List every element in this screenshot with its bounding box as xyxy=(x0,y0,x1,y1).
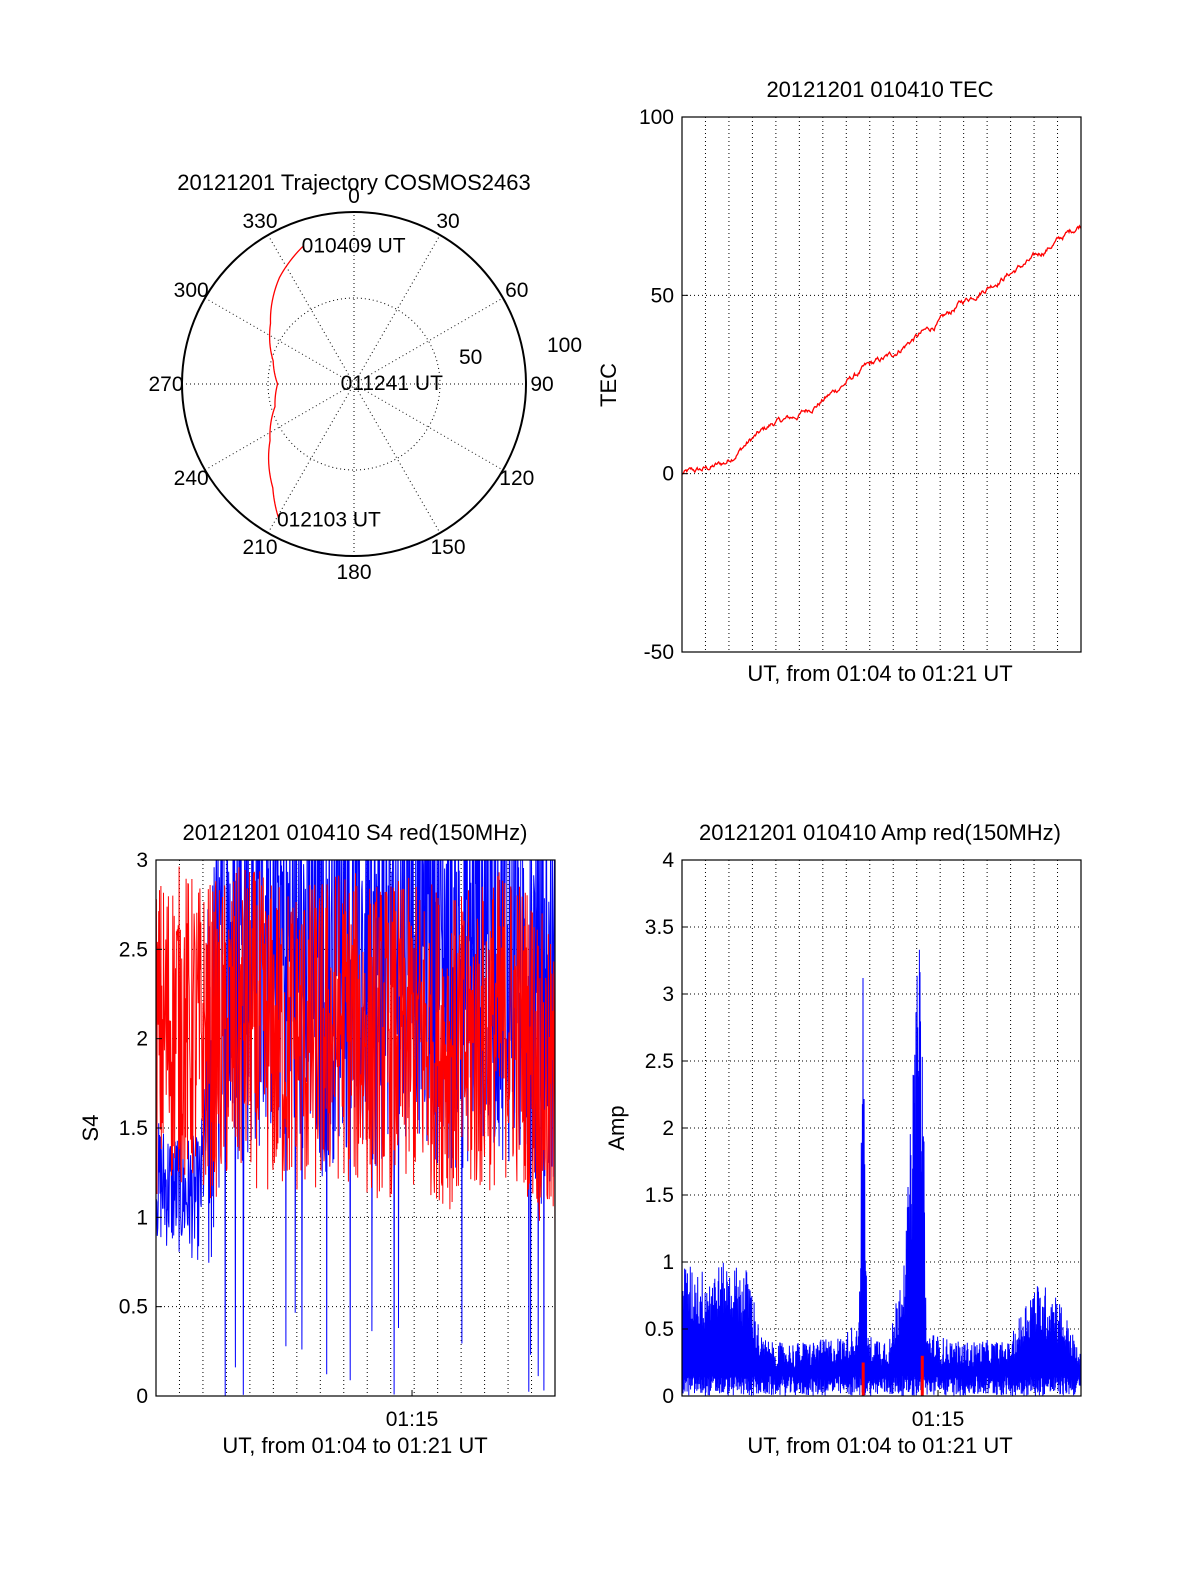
tec-grid xyxy=(682,116,1081,653)
polar-angle-label: 180 xyxy=(336,561,371,584)
amp-ytick-label: 2 xyxy=(662,1117,674,1140)
amp-y-axis-label: Amp xyxy=(604,1105,629,1150)
amp-ytick-label: 3 xyxy=(662,983,674,1006)
amp-ytick-label: 0.5 xyxy=(645,1318,674,1341)
s4-chart: 20121201 010410 S4 red(150MHz) 0 0.5 1 1.5 2… xyxy=(78,820,556,1458)
tec-chart: 20121201 010410 TEC -50 0 50 100 TEC UT, fr… xyxy=(596,77,1082,686)
trajectory-line xyxy=(267,245,305,520)
s4-title: 20121201 010410 S4 red(150MHz) xyxy=(183,820,528,845)
polar-angle-label: 60 xyxy=(505,279,528,302)
s4-y-ticks: 0 0.5 1 1.5 2 2.5 3 xyxy=(119,849,162,1408)
polar-angle-label: 330 xyxy=(242,210,277,233)
s4-ytick-label: 1 xyxy=(136,1206,148,1229)
s4-y-axis-label: S4 xyxy=(78,1115,103,1142)
s4-x-ticks: 01:15 xyxy=(386,1390,439,1431)
polar-angle-label: 150 xyxy=(430,536,465,559)
s4-x-axis-label: UT, from 01:04 to 01:21 UT xyxy=(222,1433,487,1458)
s4-ytick-label: 2.5 xyxy=(119,938,148,961)
amp-ytick-label: 0 xyxy=(662,1385,674,1408)
s4-ytick-label: 3 xyxy=(136,849,148,872)
tec-title: 20121201 010410 TEC xyxy=(766,77,993,102)
amp-ytick-label: 1 xyxy=(662,1251,674,1274)
tec-y-axis-label: TEC xyxy=(596,363,621,407)
polar-inner-ring xyxy=(267,297,441,471)
tec-ytick-label: 100 xyxy=(639,106,674,129)
polar-angle-label: 240 xyxy=(174,467,209,490)
polar-radial-label-50: 50 xyxy=(459,346,482,369)
amp-ytick-label: 4 xyxy=(662,849,674,872)
polar-angle-label: 300 xyxy=(174,279,209,302)
tec-ytick-label: 0 xyxy=(662,463,674,486)
polar-spoke xyxy=(267,234,441,534)
s4-ytick-label: 1.5 xyxy=(119,1117,148,1140)
polar-angle-labels: 0 30 60 90 120 150 180 210 240 270 300 330 xyxy=(148,185,553,584)
amp-xtick-label: 01:15 xyxy=(912,1408,965,1431)
s4-xtick-label: 01:15 xyxy=(386,1408,439,1431)
polar-angle-label: 0 xyxy=(348,185,360,208)
amp-x-ticks: 01:15 xyxy=(912,1390,965,1431)
tec-frame xyxy=(681,116,1082,653)
polar-annotations: 010409 UT 011241 UT 012103 UT xyxy=(277,235,443,532)
s4-ytick-label: 2 xyxy=(136,1028,148,1051)
polar-annotation: 012103 UT xyxy=(277,508,381,531)
polar-spokes xyxy=(182,212,526,556)
polar-annotation: 010409 UT xyxy=(302,235,406,258)
tec-ytick-label: 50 xyxy=(651,284,674,307)
polar-title: 20121201 Trajectory COSMOS2463 xyxy=(177,170,530,195)
s4-ytick-label: 0.5 xyxy=(119,1296,148,1319)
tec-ytick-label: -50 xyxy=(644,641,674,664)
amp-ytick-label: 1.5 xyxy=(645,1184,674,1207)
tec-series-line xyxy=(681,224,1082,475)
amp-y-ticks: 0 0.5 1 1.5 2 2.5 3 3.5 4 xyxy=(645,849,688,1408)
polar-chart: 20121201 Trajectory COSMOS2463 0 30 60 90 12… xyxy=(148,170,582,584)
tec-x-axis-label: UT, from 01:04 to 01:21 UT xyxy=(747,661,1012,686)
amp-ytick-label: 2.5 xyxy=(645,1050,674,1073)
polar-radial-label-100: 100 xyxy=(547,334,582,357)
amp-x-axis-label: UT, from 01:04 to 01:21 UT xyxy=(747,1433,1012,1458)
tec-y-ticks: -50 0 50 100 xyxy=(639,106,688,664)
polar-annotation: 011241 UT xyxy=(341,372,444,395)
polar-angle-label: 210 xyxy=(242,536,277,559)
amp-chart: 20121201 010410 Amp red(150MHz) 0 0.5 1 1.5… xyxy=(604,820,1082,1458)
polar-angle-label: 120 xyxy=(499,467,534,490)
amp-title: 20121201 010410 Amp red(150MHz) xyxy=(699,820,1061,845)
polar-angle-label: 30 xyxy=(436,210,459,233)
amp-red-highlights xyxy=(861,1355,924,1396)
polar-angle-label: 270 xyxy=(148,373,183,396)
amp-red-highlight xyxy=(920,1355,924,1396)
amp-ytick-label: 3.5 xyxy=(645,916,674,939)
amp-red-highlight xyxy=(861,1362,865,1396)
polar-angle-label: 90 xyxy=(530,373,553,396)
amp-series-blue xyxy=(682,949,1081,1396)
s4-series-red xyxy=(156,866,555,1243)
s4-ytick-label: 0 xyxy=(136,1385,148,1408)
